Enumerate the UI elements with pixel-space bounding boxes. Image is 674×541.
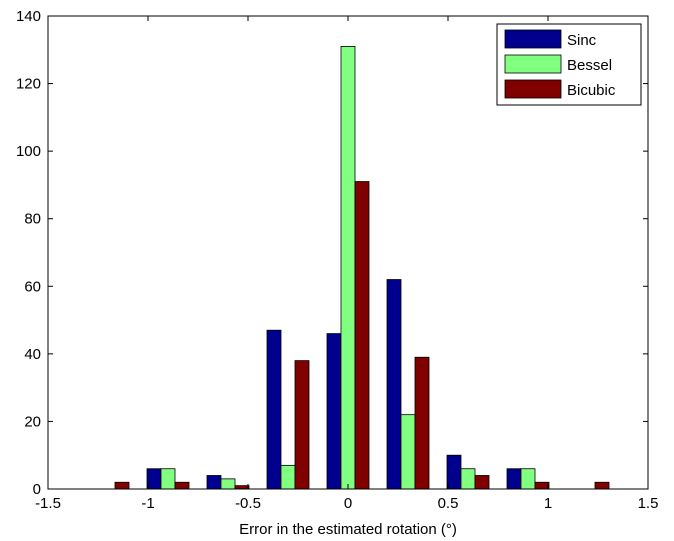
x-axis-label: Error in the estimated rotation (°) xyxy=(239,521,457,538)
x-tick-label-5: 1 xyxy=(544,495,552,512)
y-tick-label-2: 40 xyxy=(24,346,41,363)
legend-swatch-bicubic xyxy=(504,79,562,99)
bar-bessel-bin-2 xyxy=(220,478,236,490)
x-tick-labels: -1.5 -1 -0.5 0 0.5 1 1.5 xyxy=(35,495,658,512)
y-tick-label-5: 100 xyxy=(16,143,41,160)
bar-bicubic-bin-3 xyxy=(294,360,310,490)
y-tick-label-7: 140 xyxy=(16,8,41,25)
bar-sinc-bin-4 xyxy=(326,333,342,490)
bar-sinc-bin-2 xyxy=(206,475,222,490)
bars-layer xyxy=(114,46,610,490)
y-tick-label-0: 0 xyxy=(33,481,41,498)
bar-bicubic-bin-7 xyxy=(534,481,550,490)
bar-sinc-bin-7 xyxy=(506,468,522,490)
legend-swatch-bessel xyxy=(504,54,562,74)
y-tick-label-6: 120 xyxy=(16,76,41,93)
bar-bicubic-bin-1 xyxy=(174,481,190,490)
bar-sinc-bin-3 xyxy=(266,329,282,490)
bar-bicubic-bin-5 xyxy=(414,356,430,490)
legend-swatch-sinc xyxy=(504,29,562,49)
bar-bessel-bin-1 xyxy=(160,468,176,490)
legend-label-bessel: Bessel xyxy=(567,57,612,74)
bar-sinc-bin-1 xyxy=(146,468,162,490)
y-tick-labels: 0 20 40 60 80 100 120 140 xyxy=(16,8,41,498)
ticks-layer xyxy=(47,15,649,490)
bar-bessel-bin-3 xyxy=(280,464,296,490)
x-tick-label-0: -1.5 xyxy=(35,495,61,512)
bar-bessel-bin-7 xyxy=(520,468,536,490)
bar-bicubic-bin-8 xyxy=(594,481,610,490)
bar-sinc-bin-5 xyxy=(386,279,402,490)
legend: Sinc Bessel Bicubic xyxy=(496,23,642,106)
bar-bicubic-bin-2 xyxy=(234,485,250,490)
legend-label-sinc: Sinc xyxy=(567,32,597,49)
x-tick-label-1: -1 xyxy=(141,495,154,512)
y-tick-label-3: 60 xyxy=(24,278,41,295)
x-tick-label-6: 1.5 xyxy=(638,495,659,512)
bar-bicubic-bin-6 xyxy=(474,475,490,490)
bar-sinc-bin-6 xyxy=(446,454,462,490)
bar-bicubic-bin-0 xyxy=(114,481,130,490)
bar-bessel-bin-6 xyxy=(460,468,476,490)
bar-bicubic-bin-4 xyxy=(354,181,370,490)
bar-bessel-bin-4 xyxy=(340,46,356,490)
x-tick-label-4: 0.5 xyxy=(438,495,459,512)
y-tick-label-1: 20 xyxy=(24,413,41,430)
legend-label-bicubic: Bicubic xyxy=(567,82,616,99)
x-tick-label-3: 0 xyxy=(344,495,352,512)
x-tick-label-2: -0.5 xyxy=(235,495,261,512)
bar-bessel-bin-5 xyxy=(400,414,416,490)
y-tick-label-4: 80 xyxy=(24,211,41,228)
